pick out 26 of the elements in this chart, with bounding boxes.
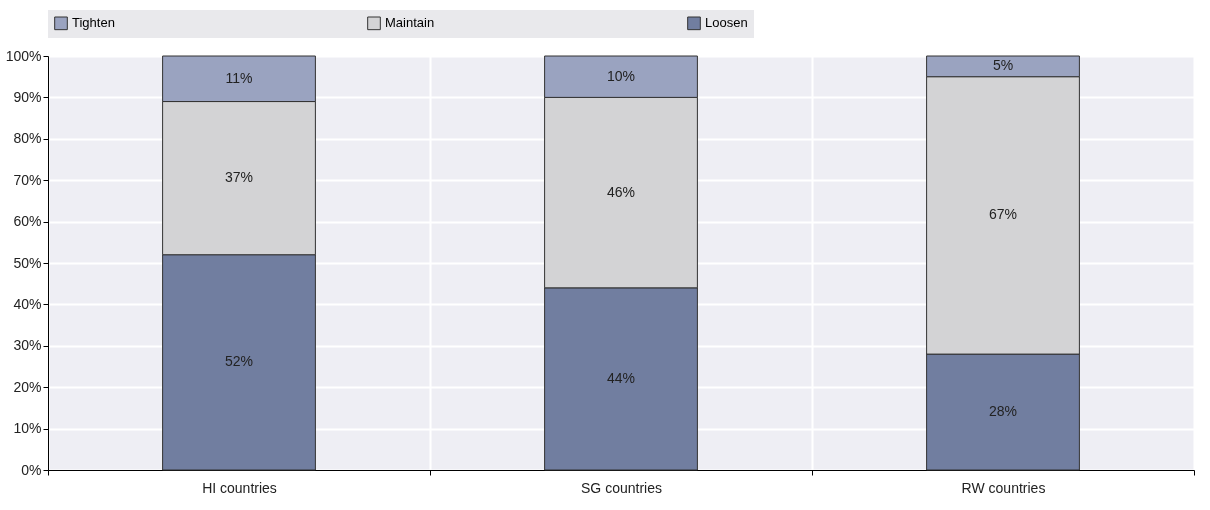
y-tick-label: 90% xyxy=(13,88,42,105)
data-label: 5% xyxy=(992,57,1014,74)
y-tick-label: 20% xyxy=(13,378,42,395)
y-tick-label: 60% xyxy=(13,213,42,230)
data-label: 44% xyxy=(606,369,636,386)
y-tick-label: 70% xyxy=(13,171,42,188)
legend-label: Tighten xyxy=(72,15,115,31)
y-tick-label: 80% xyxy=(13,130,42,147)
x-tick-label: HI countries xyxy=(202,479,277,496)
data-label: 11% xyxy=(225,69,253,86)
y-tick-label: 100% xyxy=(5,47,42,64)
data-label: 28% xyxy=(988,403,1018,420)
legend-label: Loosen xyxy=(705,15,748,31)
y-tick-label: 0% xyxy=(21,461,42,478)
y-tick-label: 10% xyxy=(13,420,42,437)
data-label: 52% xyxy=(224,353,254,370)
x-tick-label: SG countries xyxy=(581,479,662,496)
data-label: 46% xyxy=(606,183,636,200)
data-label: 10% xyxy=(606,67,636,84)
y-tick-label: 40% xyxy=(13,295,42,312)
y-tick-label: 30% xyxy=(13,337,42,354)
data-label: 37% xyxy=(224,169,254,186)
data-label: 67% xyxy=(988,206,1018,223)
x-tick-label: RW countries xyxy=(961,479,1046,496)
y-tick-label: 50% xyxy=(13,254,42,271)
legend-label: Maintain xyxy=(385,15,435,31)
